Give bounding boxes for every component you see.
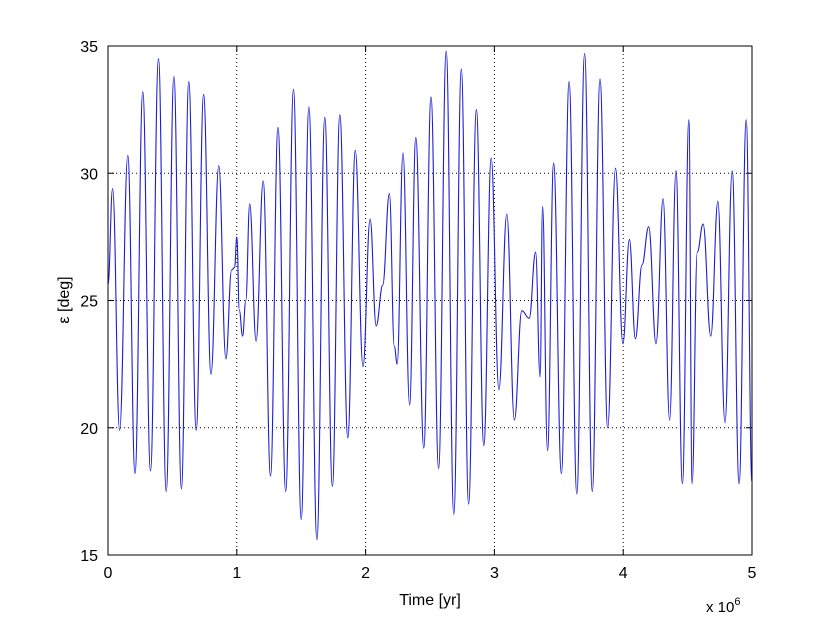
y-tick-label: 35 bbox=[80, 39, 98, 56]
y-tick-labels: 15 20 25 30 35 bbox=[80, 39, 98, 565]
y-tick-label: 25 bbox=[80, 294, 98, 311]
ticks bbox=[107, 45, 753, 556]
x-tick-labels: 0 1 2 3 4 5 bbox=[104, 565, 757, 582]
x-axis-multiplier-exponent: 6 bbox=[734, 596, 740, 608]
series-line bbox=[107, 50, 753, 541]
y-axis-label: ε [deg] bbox=[56, 276, 73, 323]
y-tick-label: 20 bbox=[80, 421, 98, 438]
x-axis-multiplier: x 106 bbox=[706, 596, 740, 616]
x-axis-multiplier-base: x 10 bbox=[706, 599, 734, 616]
x-tick-label: 2 bbox=[361, 565, 370, 582]
grid bbox=[108, 46, 752, 555]
x-tick-label: 4 bbox=[619, 565, 628, 582]
x-tick-label: 5 bbox=[748, 565, 757, 582]
y-tick-label: 30 bbox=[80, 166, 98, 183]
x-axis-label: Time [yr] bbox=[399, 592, 461, 609]
y-tick-label: 15 bbox=[80, 548, 98, 565]
x-tick-label: 3 bbox=[490, 565, 499, 582]
x-tick-label: 0 bbox=[104, 565, 113, 582]
x-tick-label: 1 bbox=[232, 565, 241, 582]
